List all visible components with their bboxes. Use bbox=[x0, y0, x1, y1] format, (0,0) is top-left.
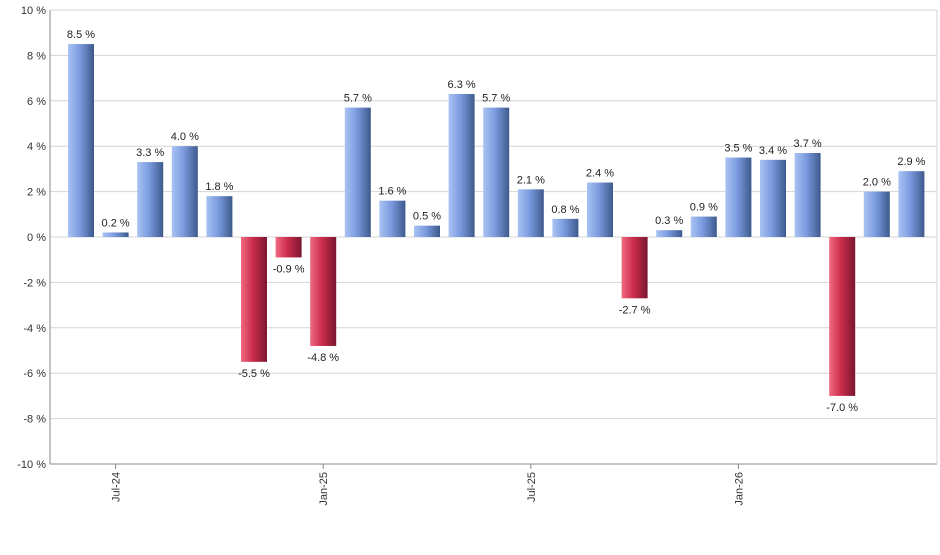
data-label: 2.9 % bbox=[897, 156, 925, 168]
bars bbox=[68, 44, 925, 396]
data-label: 0.5 % bbox=[413, 211, 441, 223]
y-tick-label: -10 % bbox=[17, 459, 46, 471]
x-axis-tick-labels: Jul-24 Jan-25 Jul-25 Jan-26 bbox=[111, 464, 745, 506]
y-tick-label: 0 % bbox=[27, 232, 46, 244]
y-tick-label: -6 % bbox=[23, 368, 46, 380]
data-label: -0.9 % bbox=[273, 263, 305, 275]
bar[interactable] bbox=[102, 232, 129, 237]
x-tick-label: Jul-24 bbox=[111, 472, 123, 502]
data-label: 3.5 % bbox=[724, 143, 752, 155]
bar[interactable] bbox=[863, 191, 890, 237]
bar[interactable] bbox=[517, 189, 544, 237]
bar[interactable] bbox=[275, 237, 302, 258]
data-label: 0.3 % bbox=[655, 215, 683, 227]
data-label: 2.0 % bbox=[863, 177, 891, 189]
bar[interactable] bbox=[137, 162, 164, 237]
bar[interactable] bbox=[587, 182, 613, 237]
y-tick-label: -2 % bbox=[23, 277, 46, 289]
data-label: 2.1 % bbox=[517, 174, 545, 186]
axes bbox=[49, 10, 938, 465]
bar[interactable] bbox=[344, 107, 371, 237]
x-tick-label: Jul-25 bbox=[526, 472, 538, 502]
bar[interactable] bbox=[414, 225, 440, 237]
bar[interactable] bbox=[794, 153, 821, 237]
data-label: -2.7 % bbox=[619, 304, 651, 316]
data-label: 3.4 % bbox=[759, 145, 787, 157]
data-label: 0.2 % bbox=[102, 217, 130, 229]
data-label: 6.3 % bbox=[448, 79, 476, 91]
data-label: 5.7 % bbox=[482, 93, 510, 105]
bar[interactable] bbox=[725, 157, 752, 237]
data-label: 5.7 % bbox=[344, 93, 372, 105]
y-tick-label: -8 % bbox=[23, 414, 46, 426]
bar[interactable] bbox=[171, 146, 198, 237]
bar[interactable] bbox=[829, 237, 856, 396]
bar[interactable] bbox=[690, 216, 717, 237]
y-tick-label: -4 % bbox=[23, 323, 46, 335]
bar[interactable] bbox=[206, 196, 233, 237]
data-label: -7.0 % bbox=[826, 402, 858, 414]
data-label: 8.5 % bbox=[67, 29, 95, 41]
data-label: 2.4 % bbox=[586, 168, 614, 180]
y-tick-label: 6 % bbox=[27, 96, 46, 108]
bar[interactable] bbox=[621, 237, 648, 299]
data-label: 1.8 % bbox=[205, 181, 233, 193]
bar[interactable] bbox=[241, 237, 267, 362]
data-label: -4.8 % bbox=[307, 352, 339, 364]
data-label: 1.6 % bbox=[378, 186, 406, 198]
y-axis-tick-labels: 10 % 8 % 6 % 4 % 2 % 0 % -2 % -4 % -6 % -8 % -10 % bbox=[17, 5, 46, 471]
bar[interactable] bbox=[310, 237, 337, 346]
data-label: 3.3 % bbox=[136, 147, 164, 159]
bar[interactable] bbox=[483, 107, 510, 237]
y-tick-label: 4 % bbox=[27, 141, 46, 153]
bar[interactable] bbox=[552, 218, 579, 237]
bar[interactable] bbox=[379, 200, 406, 237]
x-tick-label: Jan-25 bbox=[318, 472, 330, 506]
data-label: 0.8 % bbox=[551, 204, 579, 216]
data-label: 0.9 % bbox=[690, 202, 718, 214]
data-label: 3.7 % bbox=[794, 138, 822, 150]
data-labels: 8.5 % 0.2 % 3.3 % 4.0 % 1.8 % -5.5 % -0.9 % -4.… bbox=[67, 29, 926, 414]
y-tick-label: 8 % bbox=[27, 50, 46, 62]
bar[interactable] bbox=[448, 93, 475, 238]
x-tick-label: Jan-26 bbox=[733, 472, 745, 506]
y-tick-label: 2 % bbox=[27, 187, 46, 199]
bar[interactable] bbox=[760, 159, 786, 237]
data-label: -5.5 % bbox=[238, 368, 270, 380]
y-tick-label: 10 % bbox=[21, 5, 46, 17]
bar[interactable] bbox=[898, 171, 925, 237]
data-label: 4.0 % bbox=[171, 131, 199, 143]
bar[interactable] bbox=[68, 44, 94, 237]
bar[interactable] bbox=[656, 230, 683, 237]
